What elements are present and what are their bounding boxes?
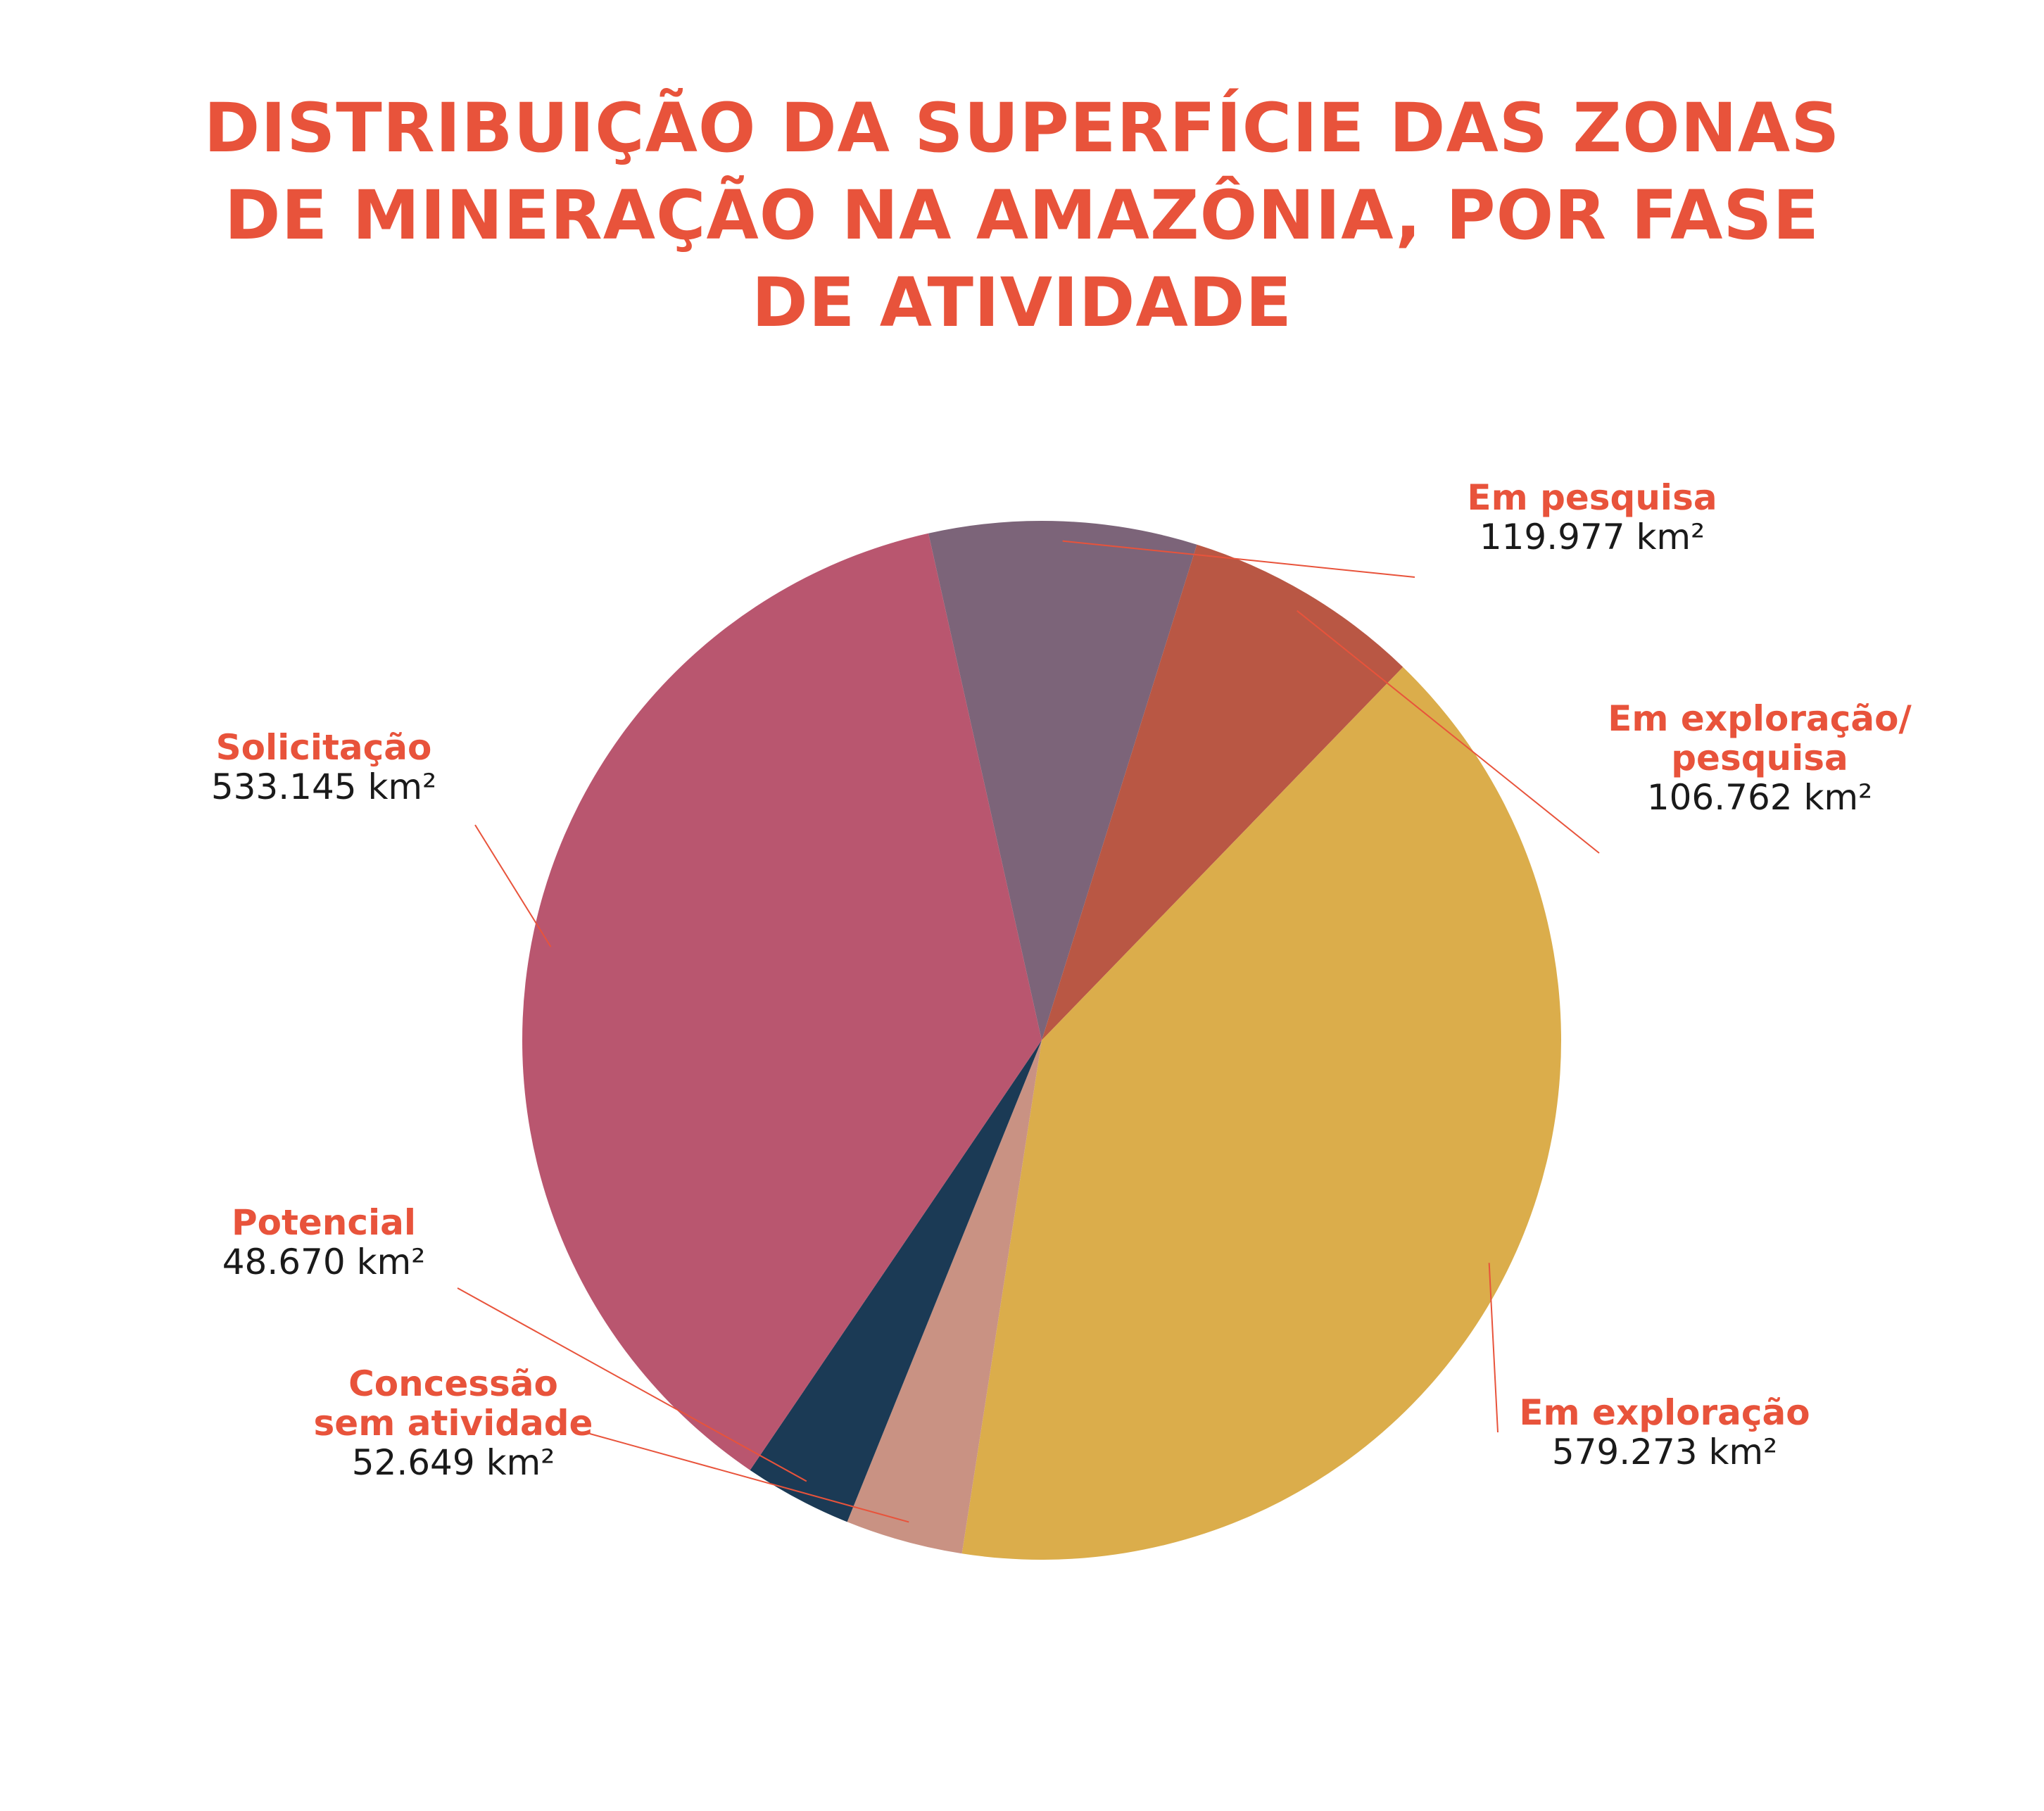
title-line-1: DISTRIBUIÇÃO DA SUPERFÍCIE DAS ZONAS (203, 89, 1841, 168)
pie-slice-em-exploracao (961, 667, 1561, 1560)
slice-label-concessao-sem-atividade-1: Concessão (348, 1363, 558, 1404)
title-line-3: DE ATIVIDADE (752, 263, 1292, 342)
pie-slice-concessao-sem-atividade (847, 1040, 1042, 1554)
slice-label-concessao-sem-atividade-2: sem atividade (314, 1403, 593, 1444)
slice-value-potencial: 48.670 km² (222, 1242, 426, 1282)
slice-label-solicitacao-1: Solicitação (216, 727, 432, 768)
leader-line-potencial (457, 1287, 807, 1482)
slice-value-solicitacao: 533.145 km² (211, 766, 436, 807)
pie-slice-em-pesquisa (928, 520, 1197, 1040)
slice-label-potencial-1: Potencial (232, 1202, 416, 1243)
pie-slice-potencial (750, 1040, 1042, 1522)
leader-lines (457, 540, 1600, 1523)
leader-line-em-exploracao (1488, 1263, 1499, 1433)
slice-label-em-exploracao-1: Em exploração (1519, 1392, 1810, 1433)
leader-line-solicitacao (474, 824, 552, 947)
pie-slice-solicitacao (522, 533, 1042, 1470)
slice-value-em-exploracao-pesquisa: 106.762 km² (1647, 777, 1872, 818)
slice-label-em-exploracao-pesquisa-1: Em exploração/ (1608, 698, 1912, 739)
slice-label-em-pesquisa-1: Em pesquisa (1467, 477, 1717, 518)
slice-value-concessao-sem-atividade: 52.649 km² (352, 1442, 555, 1483)
slice-value-em-pesquisa: 119.977 km² (1480, 517, 1705, 557)
pie-slice-em-exploracao-pesquisa (1042, 544, 1403, 1040)
slice-label-em-exploracao-pesquisa-2: pesquisa (1671, 738, 1848, 778)
chart-title: DISTRIBUIÇÃO DA SUPERFÍCIE DAS ZONAS DE … (107, 84, 1937, 346)
slice-value-em-exploracao: 579.273 km² (1552, 1432, 1777, 1472)
title-line-2: DE MINERAÇÃO NA AMAZÔNIA, POR FASE (224, 176, 1820, 255)
leader-line-concessao-sem-atividade (589, 1433, 909, 1523)
leader-line-em-exploracao-pesquisa (1297, 610, 1600, 854)
pie-slices (522, 520, 1561, 1560)
leader-line-em-pesquisa (1062, 540, 1415, 578)
